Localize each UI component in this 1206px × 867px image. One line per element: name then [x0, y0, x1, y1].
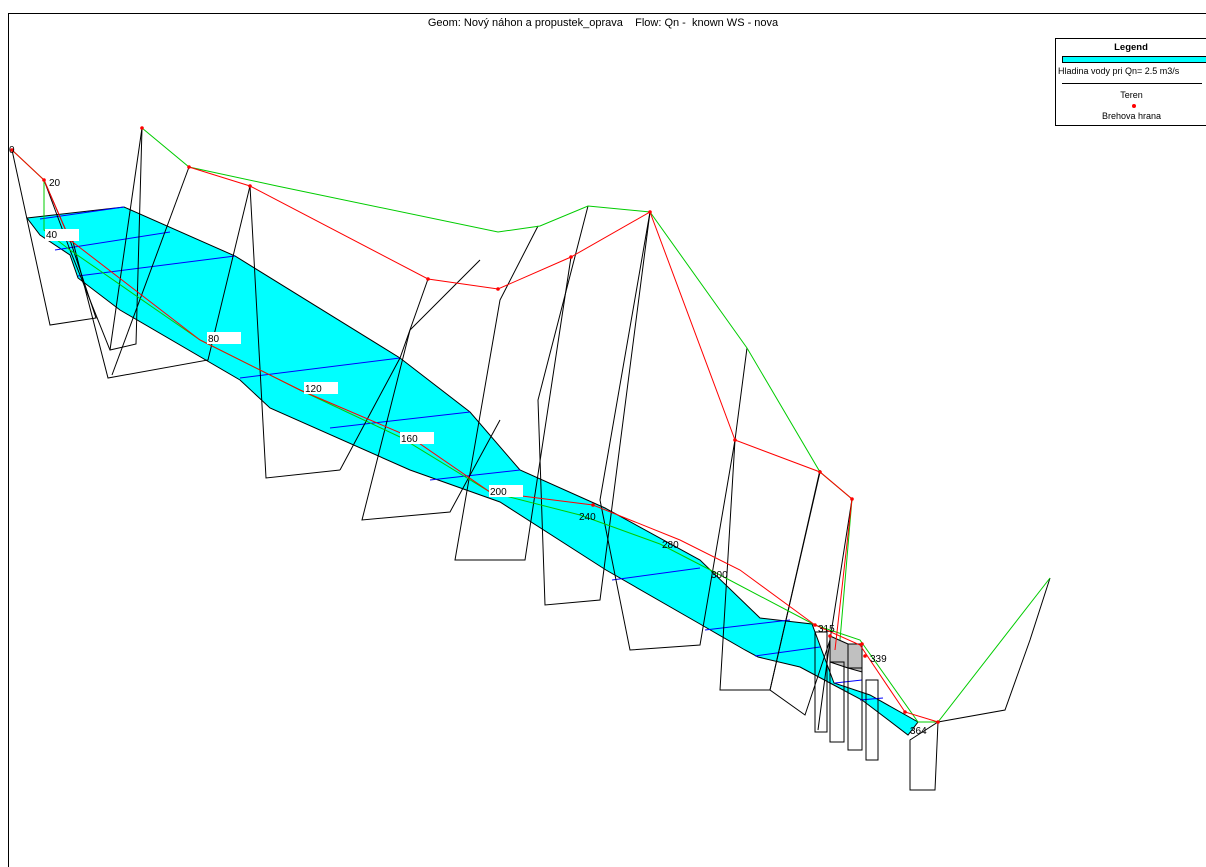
- legend-bank: Brehova hrana: [1101, 111, 1162, 121]
- station-labels: 0 20 40 80 120 160 200 240 280 300 315 3…: [9, 145, 927, 737]
- station-label-20: 20: [49, 178, 61, 189]
- legend-separator: [1062, 83, 1202, 84]
- water-surface-swatch: [1062, 56, 1206, 63]
- station-label-240: 240: [579, 512, 596, 523]
- station-label-80: 80: [208, 334, 220, 345]
- bank-point-swatch: [1132, 104, 1136, 108]
- water-section-lines: [39, 206, 884, 701]
- station-label-364: 364: [910, 726, 927, 737]
- station-label-160: 160: [401, 434, 418, 445]
- station-label-40: 40: [46, 230, 58, 241]
- station-label-280: 280: [662, 540, 679, 551]
- culvert: [814, 631, 879, 761]
- left-bank-upper: [188, 166, 853, 651]
- legend-heading: Legend: [1114, 42, 1148, 53]
- legend-box: Legend Hladina vody pri Qn= 2.5 m3/s Ter…: [1055, 38, 1206, 126]
- station-label-120: 120: [305, 384, 322, 395]
- left-bank-line: [11, 149, 939, 723]
- station-label-339: 339: [870, 654, 887, 665]
- station-label-0: 0: [9, 145, 15, 156]
- plot-frame: [8, 13, 1206, 867]
- legend-ground: Teren: [1120, 90, 1143, 100]
- station-label-300: 300: [711, 570, 728, 581]
- legend-water-surface: Hladina vody pri Qn= 2.5 m3/s: [1058, 66, 1180, 76]
- plot-title: Geom: Nový náhon a propustek_oprava Flow…: [427, 17, 779, 29]
- station-label-315: 315: [818, 624, 835, 635]
- station-label-200: 200: [490, 487, 507, 498]
